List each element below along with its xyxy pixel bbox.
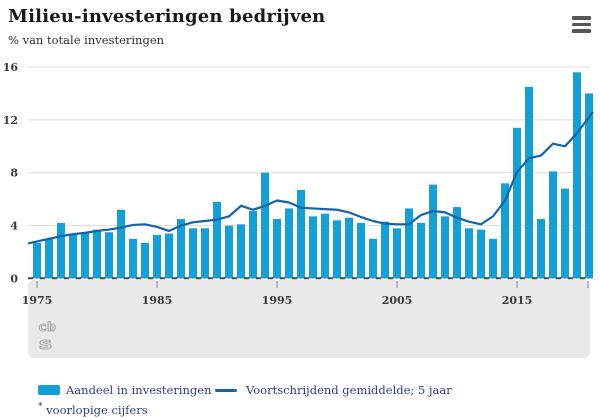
moving-average-line[interactable] — [27, 111, 594, 245]
bar-1999[interactable] — [321, 213, 329, 279]
bar-2019[interactable] — [561, 188, 569, 279]
y-tick-label: 8 — [10, 167, 18, 180]
x-tick-label: 2015 — [502, 294, 533, 307]
bar-1989[interactable] — [201, 228, 209, 279]
legend-line-label: Voortschrijdend gemiddelde; 5 jaar — [246, 383, 452, 397]
x-tick-label: 1985 — [142, 294, 173, 307]
y-tick-label: 16 — [3, 61, 19, 74]
bar-2020[interactable] — [573, 72, 581, 279]
bar-2000[interactable] — [333, 220, 341, 279]
bar-2002[interactable] — [357, 222, 365, 279]
bar-1992[interactable] — [237, 224, 245, 279]
footnote-marker: * — [38, 402, 43, 412]
y-tick-label: 12 — [3, 114, 18, 127]
bar-2013[interactable] — [489, 238, 497, 279]
bar-1976[interactable] — [45, 238, 53, 279]
hamburger-menu-icon[interactable] — [572, 16, 592, 36]
bar-1994[interactable] — [261, 172, 269, 279]
chart-header: Milieu-investeringen bedrijven % van tot… — [8, 6, 325, 47]
bar-2010[interactable] — [453, 207, 461, 279]
bar-2012[interactable] — [477, 229, 485, 279]
bar-2007[interactable] — [417, 222, 425, 279]
chart-subtitle: % van totale investeringen — [8, 33, 165, 47]
legend-bar-swatch — [38, 385, 60, 395]
bar-1993[interactable] — [249, 211, 257, 279]
x-axis-panel — [28, 280, 590, 358]
bar-1975[interactable] — [33, 242, 41, 279]
bar-1990[interactable] — [213, 201, 221, 279]
bar-1995[interactable] — [273, 219, 281, 279]
bar-2005[interactable] — [393, 228, 401, 279]
x-tick-label: 2005 — [382, 294, 413, 307]
bar-2008[interactable] — [429, 184, 437, 279]
y-tick-label: 0 — [10, 273, 18, 286]
bar-1987[interactable] — [177, 219, 185, 279]
footnote: * voorlopige cijfers — [38, 402, 148, 417]
cbs-logo-s: s — [38, 334, 53, 353]
bar-1996[interactable] — [285, 208, 293, 279]
bar-1982[interactable] — [117, 209, 125, 279]
bar-1988[interactable] — [189, 228, 197, 279]
bar-1977[interactable] — [57, 222, 65, 279]
bar-1978[interactable] — [69, 233, 77, 279]
y-tick-label: 4 — [10, 220, 18, 233]
footnote-text: voorlopige cijfers — [46, 402, 148, 417]
bar-2006[interactable] — [405, 208, 413, 279]
bar-2003[interactable] — [369, 238, 377, 279]
x-tick-label: 1975 — [22, 294, 53, 307]
bar-1979[interactable] — [81, 232, 89, 279]
bar-2004[interactable] — [381, 221, 389, 279]
bar-1980[interactable] — [93, 229, 101, 279]
legend-bar-label: Aandeel in investeringen — [66, 383, 212, 397]
bar-2001[interactable] — [345, 217, 353, 279]
bar-2021[interactable] — [585, 93, 593, 279]
legend-line-swatch — [215, 389, 237, 392]
bar-1984[interactable] — [141, 242, 149, 279]
bar-2018[interactable] — [549, 171, 557, 279]
bar-2014[interactable] — [501, 183, 509, 279]
x-tick-label: 1995 — [262, 294, 293, 307]
bar-2017[interactable] — [537, 219, 545, 279]
bar-1985[interactable] — [153, 234, 161, 279]
bar-1991[interactable] — [225, 225, 233, 279]
bar-1998[interactable] — [309, 216, 317, 279]
cbs-logo: cb — [38, 320, 56, 334]
bar-1986[interactable] — [165, 233, 173, 279]
bar-1983[interactable] — [129, 238, 137, 279]
page-title: Milieu-investeringen bedrijven — [8, 6, 326, 27]
bar-2015[interactable] — [513, 127, 521, 279]
bar-2016[interactable] — [525, 86, 533, 279]
bar-1997[interactable] — [297, 189, 305, 279]
bar-1981[interactable] — [105, 232, 113, 279]
bar-2009[interactable] — [441, 216, 449, 279]
bar-2011[interactable] — [465, 228, 473, 279]
